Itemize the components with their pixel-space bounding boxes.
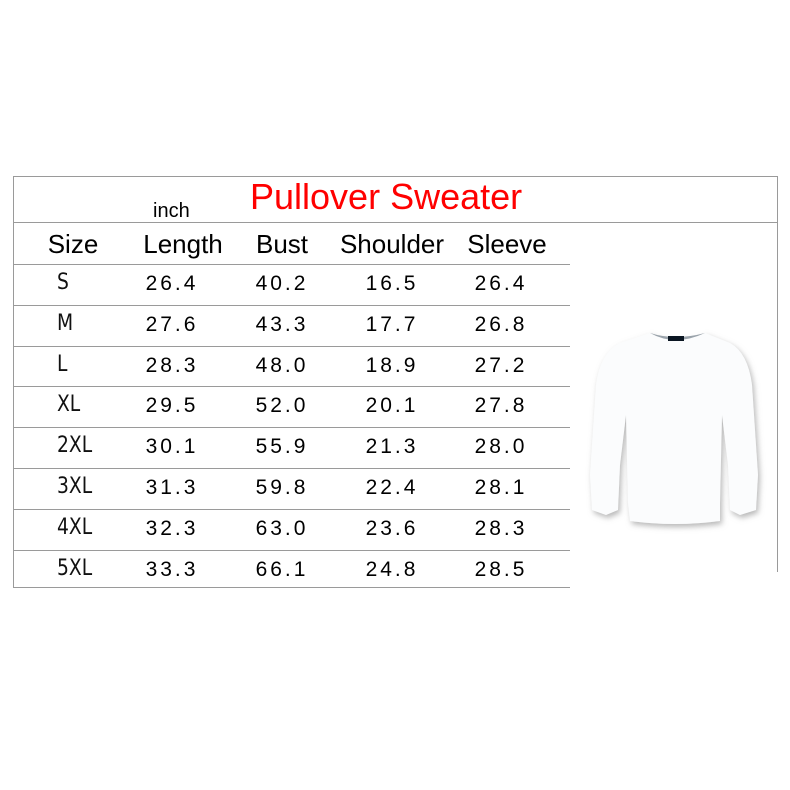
bust-cell: 52.0 [255,394,309,417]
row-divider [13,509,570,510]
row-divider [13,427,570,428]
sleeve-cell: 28.5 [474,558,528,581]
length-cell: 29.5 [145,394,199,417]
sleeve-cell: 27.8 [474,394,528,417]
sleeve-cell: 28.1 [474,476,528,499]
bust-cell: 48.0 [255,354,309,377]
size-cell: M [57,311,74,336]
table-row: L 28.3 48.0 18.9 27.2 [0,346,570,387]
sweater-collar [650,333,705,340]
size-cell: XL [57,392,81,417]
table-row: 2XL 30.1 55.9 21.3 28.0 [0,427,570,468]
shoulder-cell: 23.6 [365,517,419,540]
table-row: 5XL 33.3 66.1 24.8 28.5 [0,550,570,591]
size-cell: L [57,352,68,377]
shoulder-cell: 18.9 [365,354,419,377]
header-shoulder: Shoulder [339,229,445,259]
row-divider [13,550,570,551]
shoulder-cell: 20.1 [365,394,419,417]
table-row: S 26.4 40.2 16.5 26.4 [0,264,570,305]
shoulder-cell: 17.7 [365,313,419,336]
length-cell: 31.3 [145,476,199,499]
sleeve-cell: 26.4 [474,272,528,295]
table-top-border [13,176,778,177]
shoulder-cell: 24.8 [365,558,419,581]
bust-cell: 40.2 [255,272,309,295]
row-divider [13,264,570,265]
row-divider [13,346,570,347]
table-right-border [777,176,778,572]
sweater-body [590,333,758,524]
sleeve-cell: 26.8 [474,313,528,336]
shoulder-cell: 22.4 [365,476,419,499]
size-cell: 5XL [57,556,93,581]
table-row: M 27.6 43.3 17.7 26.8 [0,305,570,346]
header-bust: Bust [255,229,309,259]
title-divider [13,222,778,223]
sleeve-cell: 28.3 [474,517,528,540]
table-row: XL 29.5 52.0 20.1 27.8 [0,386,570,427]
bust-cell: 66.1 [255,558,309,581]
shoulder-cell: 21.3 [365,435,419,458]
size-cell: 4XL [57,515,93,540]
table-row: 4XL 32.3 63.0 23.6 28.3 [0,509,570,550]
chart-title: Pullover Sweater [250,176,523,217]
length-cell: 32.3 [145,517,199,540]
sweater-image [590,333,758,524]
bust-cell: 43.3 [255,313,309,336]
row-divider [13,386,570,387]
header-size: Size [47,229,99,259]
row-divider [13,305,570,306]
bust-cell: 55.9 [255,435,309,458]
size-cell: S [57,270,69,295]
header-length: Length [143,229,223,259]
length-cell: 28.3 [145,354,199,377]
unit-label: inch [153,200,190,222]
bust-cell: 59.8 [255,476,309,499]
length-cell: 27.6 [145,313,199,336]
row-divider [13,468,570,469]
length-cell: 33.3 [145,558,199,581]
size-cell: 3XL [57,474,93,499]
shoulder-cell: 16.5 [365,272,419,295]
sleeve-cell: 28.0 [474,435,528,458]
sweater-label [668,336,684,341]
length-cell: 26.4 [145,272,199,295]
table-bottom-border [13,587,570,588]
bust-cell: 63.0 [255,517,309,540]
length-cell: 30.1 [145,435,199,458]
sleeve-cell: 27.2 [474,354,528,377]
table-row: 3XL 31.3 59.8 22.4 28.1 [0,468,570,509]
header-sleeve: Sleeve [467,229,547,259]
table-left-border [13,176,14,587]
size-cell: 2XL [57,433,93,458]
